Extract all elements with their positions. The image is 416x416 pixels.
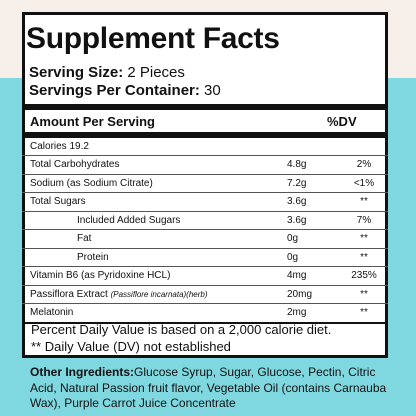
nutrient-dv: ** [360, 233, 368, 244]
nutrient-dv: ** [360, 251, 368, 263]
nutrient-name: Total Carbohydrates [30, 159, 120, 170]
thick-divider [22, 104, 388, 110]
nutrient-row: Total Sugars 3.6g ** [22, 192, 388, 211]
nutrient-amount: 3.6g [287, 196, 307, 207]
nutrient-table: Total Carbohydrates 4.8g 2% Sodium (as S… [22, 155, 388, 324]
nutrient-name: Included Added Sugars [77, 214, 181, 226]
calories: Calories 19.2 [30, 141, 89, 152]
nutrient-row: Vitamin B6 (as Pyridoxine HCL) 4mg 235% [22, 266, 388, 285]
nutrient-dv: ** [360, 288, 368, 300]
nutrient-row: Total Carbohydrates 4.8g 2% [22, 155, 388, 174]
amount-per-serving-header: Amount Per Serving [30, 114, 155, 129]
nutrient-amount: 2mg [287, 307, 307, 318]
nutrient-name: Protein [77, 251, 109, 263]
nutrient-dv: 235% [351, 270, 377, 281]
other-ingredients-label: Other Ingredients: [30, 365, 135, 379]
servings-label: Servings Per Container: [29, 82, 200, 99]
nutrient-row: Included Added Sugars 3.6g 7% [22, 210, 388, 230]
nutrient-name: Sodium (as Sodium Citrate) [30, 177, 153, 189]
nutrient-amount: 4.8g [287, 159, 307, 170]
other-ingredients-text: Glucose Syrup, Sugar, Glucose, Pectin, C… [30, 365, 387, 410]
footnote-calorie: Percent Daily Value is based on a 2,000 … [31, 322, 332, 337]
serving-size-value: 2 Pieces [123, 64, 185, 81]
supplement-facts-panel [22, 12, 388, 358]
nutrient-dv: 7% [356, 214, 372, 226]
nutrient-amount: 4mg [287, 270, 307, 281]
nutrient-amount: 20mg [287, 288, 313, 300]
nutrient-dv: ** [360, 307, 368, 318]
nutrient-amount: 3.6g [287, 214, 307, 226]
nutrient-name: Fat [77, 233, 92, 244]
nutrient-name: Melatonin [30, 307, 74, 318]
nutrient-row: Fat 0g ** [22, 229, 388, 248]
nutrient-dv: <1% [353, 177, 375, 189]
serving-size-label: Serving Size: [29, 64, 124, 81]
other-ingredients: Other Ingredients:Glucose Syrup, Sugar, … [30, 365, 400, 412]
nutrient-row: Melatonin 2mg ** [22, 303, 388, 324]
nutrient-name-note: (Passiflore incarnata)(herb) [110, 289, 208, 299]
nutrient-name: Passiflora Extract (Passiflore incarnata… [30, 289, 208, 300]
nutrient-row: Passiflora Extract (Passiflore incarnata… [22, 284, 388, 304]
nutrient-name: Total Sugars [30, 196, 86, 207]
dv-header: %DV [327, 114, 357, 129]
nutrient-amount: 7.2g [287, 177, 307, 189]
footnote-dv: ** Daily Value (DV) not established [31, 339, 231, 354]
nutrient-row: Protein 0g ** [22, 247, 388, 267]
thick-divider [22, 132, 388, 138]
servings-per-container: Servings Per Container: 30 [29, 82, 221, 99]
nutrient-amount: 0g [287, 233, 299, 244]
nutrient-name: Vitamin B6 (as Pyridoxine HCL) [30, 270, 171, 281]
panel-title: Supplement Facts [26, 22, 280, 55]
nutrient-amount: 0g [287, 251, 299, 263]
nutrient-dv: 2% [356, 159, 372, 170]
nutrient-row: Sodium (as Sodium Citrate) 7.2g <1% [22, 173, 388, 193]
nutrient-dv: ** [360, 196, 368, 207]
serving-size: Serving Size: 2 Pieces [29, 64, 185, 81]
nutrient-name-text: Passiflora Extract [30, 288, 111, 300]
servings-value: 30 [199, 82, 221, 99]
